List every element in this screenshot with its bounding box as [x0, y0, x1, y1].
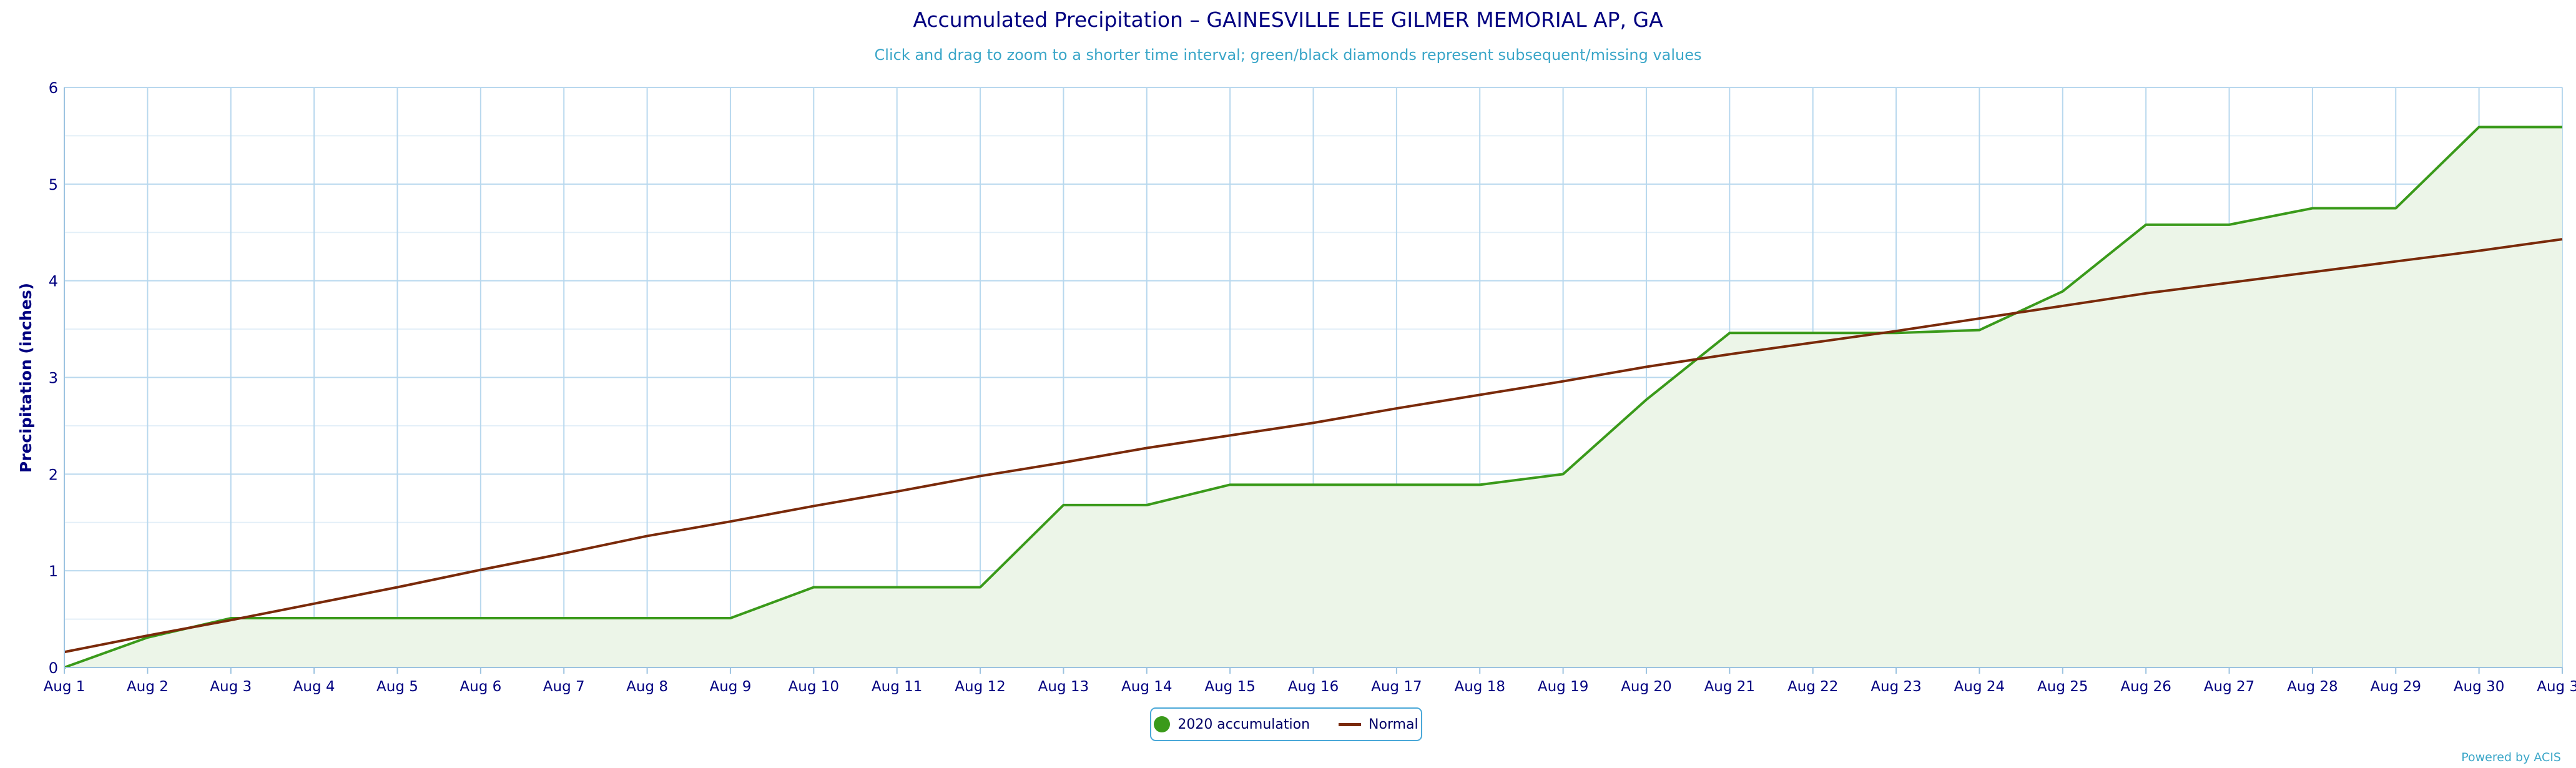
y-axis-title: Precipitation (inches): [17, 283, 35, 473]
axis-layer: 0 1 2 3 4 5 6 Aug 1 Aug 2 Aug 3 Aug 4 Aug 5 Aug 6 Aug…: [44, 79, 2576, 695]
x-tick-label: Aug 14: [1121, 679, 1172, 695]
y-tick-label: 4: [49, 273, 58, 290]
x-tick-label: Aug 4: [293, 679, 335, 695]
x-tick-label: Aug 2: [127, 679, 169, 695]
x-tick-label: Aug 3: [210, 679, 252, 695]
x-tick-label: Aug 13: [1038, 679, 1089, 695]
y-tick-label: 3: [49, 370, 58, 387]
accumulation-area: [64, 127, 2562, 667]
x-tick-label: Aug 25: [2037, 679, 2088, 695]
y-tick-label: 5: [49, 176, 58, 194]
x-tick-label: Aug 19: [1538, 679, 1589, 695]
x-tick-label: Aug 6: [460, 679, 501, 695]
y-tick-label: 6: [49, 79, 58, 97]
x-tick-label: Aug 29: [2371, 679, 2422, 695]
x-tick-label: Aug 15: [1204, 679, 1256, 695]
legend-label-normal: Normal: [1369, 716, 1418, 732]
x-tick-label: Aug 16: [1288, 679, 1339, 695]
accumulation-line: [64, 126, 2562, 669]
x-tick-label: Aug 22: [1787, 679, 1839, 695]
x-tick-label: Aug 9: [710, 679, 752, 695]
legend: 2020 accumulation Normal: [1150, 707, 1422, 741]
x-tick-label: Aug 10: [789, 679, 840, 695]
x-tick-label: Aug 21: [1704, 679, 1756, 695]
x-tick-label: Aug 17: [1371, 679, 1422, 695]
x-tick-label: Aug 20: [1621, 679, 1672, 695]
x-tick-label: Aug 28: [2287, 679, 2338, 695]
y-tick-label: 1: [49, 563, 58, 580]
x-tick-label: Aug 31: [2537, 679, 2576, 695]
normal-line: [64, 238, 2563, 654]
x-tick-label: Aug 23: [1871, 679, 1922, 695]
legend-label-accumulation: 2020 accumulation: [1177, 716, 1310, 732]
x-tick-label: Aug 30: [2454, 679, 2505, 695]
x-tick-label: Aug 1: [44, 679, 86, 695]
x-tick-label: Aug 8: [626, 679, 668, 695]
x-tick-label: Aug 24: [1954, 679, 2005, 695]
x-tick-label: Aug 11: [872, 679, 923, 695]
credits-link[interactable]: Powered by ACIS: [2461, 751, 2561, 764]
legend-marker-normal: [1339, 722, 1362, 726]
chart-subtitle: Click and drag to zoom to a shorter time…: [874, 46, 1702, 64]
legend-item-normal[interactable]: Normal: [1339, 717, 1418, 732]
chart-title: Accumulated Precipitation – GAINESVILLE …: [913, 7, 1663, 32]
y-tick-label: 0: [49, 659, 58, 677]
x-tick-label: Aug 26: [2120, 679, 2171, 695]
x-tick-label: Aug 18: [1454, 679, 1505, 695]
legend-item-accumulation[interactable]: 2020 accumulation: [1154, 716, 1310, 732]
series-layer: [64, 126, 2563, 669]
x-tick-label: Aug 5: [376, 679, 418, 695]
y-tick-label: 2: [49, 466, 58, 483]
x-tick-label: Aug 12: [955, 679, 1006, 695]
x-tick-label: Aug 7: [543, 679, 585, 695]
legend-marker-accumulation: [1154, 716, 1171, 732]
x-tick-label: Aug 27: [2204, 679, 2255, 695]
